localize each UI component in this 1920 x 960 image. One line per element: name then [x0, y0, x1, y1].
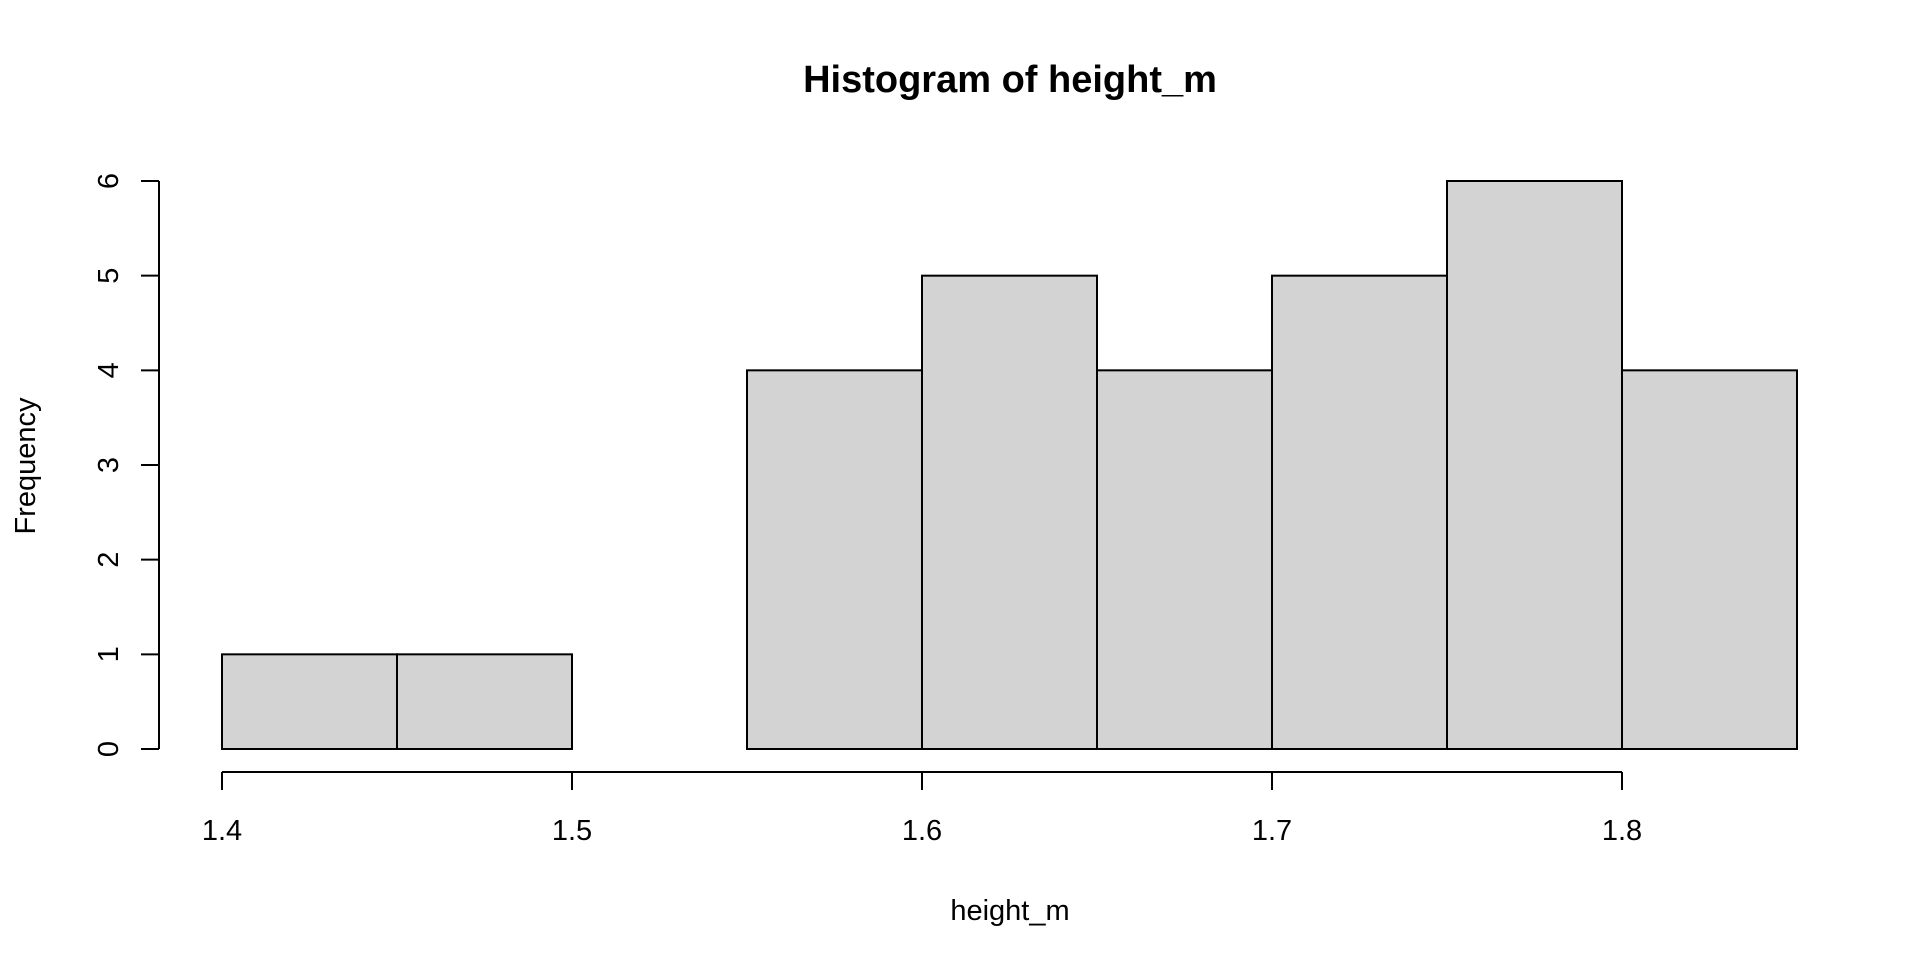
y-tick-label-1: 1 — [93, 646, 125, 662]
x-tick-label-2: 1.6 — [902, 815, 942, 847]
y-axis-label: Frequency — [10, 397, 42, 535]
y-axis: 0 1 2 3 4 5 6 — [93, 173, 160, 757]
x-axis: 1.4 1.5 1.6 1.7 1.8 — [202, 771, 1642, 847]
x-tick-label-0: 1.4 — [202, 815, 242, 847]
histogram-bar-0 — [221, 653, 398, 750]
y-tick-label-6: 6 — [93, 173, 125, 189]
y-tick-label-0: 0 — [93, 741, 125, 757]
histogram-bar-7 — [1446, 180, 1623, 750]
y-tick-label-5: 5 — [93, 268, 125, 284]
x-tick-label-4: 1.8 — [1602, 815, 1642, 847]
x-tick-label-3: 1.7 — [1252, 815, 1292, 847]
histogram-bar-3 — [746, 369, 923, 750]
chart-title: Histogram of height_m — [803, 59, 1217, 101]
histogram-bar-1 — [396, 653, 573, 750]
x-tick-label-1: 1.5 — [552, 815, 592, 847]
y-tick-label-2: 2 — [93, 552, 125, 568]
y-tick-label-3: 3 — [93, 457, 125, 473]
histogram-bar-8 — [1621, 369, 1798, 750]
histogram-bar-6 — [1271, 274, 1448, 750]
bars-group — [221, 180, 1798, 750]
x-axis-label: height_m — [950, 895, 1069, 927]
histogram-bar-4 — [921, 274, 1098, 750]
histogram-bar-5 — [1096, 369, 1273, 750]
y-tick-label-4: 4 — [93, 362, 125, 378]
